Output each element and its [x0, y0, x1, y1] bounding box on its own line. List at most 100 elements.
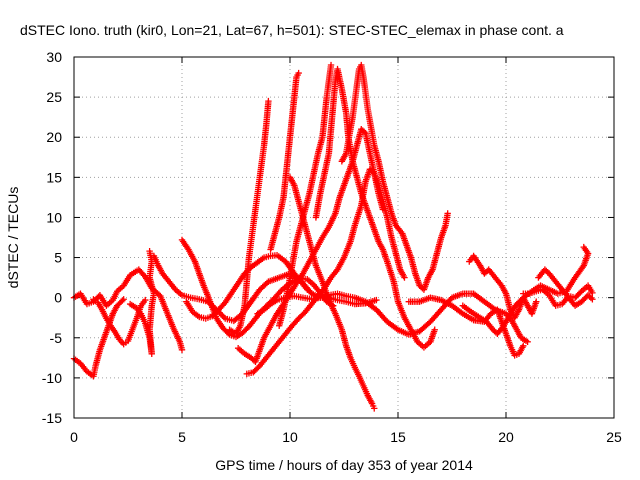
data-point [513, 295, 526, 308]
data-point [299, 260, 312, 277]
data-point [384, 318, 400, 332]
data-point [468, 308, 482, 320]
data-point [260, 123, 270, 149]
data-point [394, 298, 407, 320]
data-point [295, 69, 302, 77]
data-point [526, 288, 538, 297]
data-point [196, 313, 207, 322]
data-point [155, 262, 165, 276]
data-point [234, 345, 247, 356]
data-point [107, 322, 118, 334]
data-point [124, 328, 135, 345]
data-point [265, 97, 272, 105]
data-point [165, 278, 178, 292]
data-point [373, 296, 380, 304]
data-point [114, 283, 126, 295]
y-tick-label: 0 [54, 290, 62, 306]
data-point [319, 225, 331, 241]
data-point [384, 258, 397, 283]
data-point [485, 266, 498, 280]
data-point [142, 296, 149, 304]
series-arc20 [520, 282, 596, 309]
data-point [163, 308, 176, 330]
data-point [546, 286, 560, 297]
data-point [146, 328, 155, 358]
data-point [116, 336, 126, 346]
data-point [470, 252, 483, 268]
data-point [416, 295, 432, 305]
data-point [327, 103, 337, 133]
data-point [325, 211, 338, 231]
data-point [98, 306, 109, 320]
data-point [546, 270, 558, 284]
data-point [498, 282, 509, 296]
data-point [260, 302, 273, 313]
series-arc11 [267, 69, 302, 253]
plot-area [70, 61, 596, 412]
data-point [83, 299, 95, 308]
data-point [375, 238, 386, 252]
data-point [533, 298, 540, 305]
data-point [327, 61, 335, 69]
data-point [332, 310, 345, 332]
data-point [269, 340, 282, 354]
data-point [366, 166, 376, 176]
data-point [347, 354, 358, 369]
data-point [129, 317, 140, 333]
data-point [509, 318, 520, 332]
data-point [263, 99, 272, 129]
data-point [375, 158, 386, 183]
data-point [286, 115, 296, 141]
data-point [317, 171, 328, 197]
data-point [243, 256, 252, 285]
data-point [137, 298, 148, 309]
data-point [282, 324, 295, 337]
data-point [306, 171, 317, 197]
data-point [77, 360, 89, 374]
data-point [137, 310, 148, 325]
data-point [90, 296, 99, 305]
data-point [459, 310, 475, 323]
data-point [552, 278, 565, 292]
series-arc5 [150, 252, 311, 325]
y-tick-label: 10 [46, 209, 62, 225]
data-point [351, 204, 364, 229]
data-point [401, 274, 408, 281]
data-point [77, 290, 90, 306]
data-point [358, 126, 368, 136]
data-point [438, 296, 454, 308]
data-point [120, 296, 127, 303]
data-point [284, 135, 294, 161]
plot-frame [73, 56, 615, 419]
data-point [481, 267, 491, 277]
data-point [511, 351, 520, 359]
y-tick-label: 30 [46, 49, 62, 65]
data-point [571, 263, 586, 281]
data-point [126, 300, 139, 311]
data-point [232, 324, 243, 337]
data-point [83, 368, 96, 379]
data-point [427, 308, 444, 325]
data-point [373, 306, 390, 324]
data-point [157, 292, 170, 314]
data-point [589, 289, 596, 297]
data-point [371, 405, 378, 412]
data-point [94, 299, 105, 312]
data-point [256, 356, 269, 370]
data-point [232, 330, 245, 341]
data-point [511, 308, 522, 321]
series-arc14 [312, 65, 438, 351]
data-point [515, 344, 526, 358]
data-point [327, 267, 340, 281]
data-point [396, 266, 407, 280]
y-tick-label: -10 [42, 370, 62, 386]
data-point [286, 174, 297, 187]
data-point [239, 324, 251, 337]
data-point [581, 245, 592, 257]
data-point [414, 338, 426, 350]
data-point [215, 300, 228, 313]
y-axis-label: dSTEC / TECUs [5, 187, 21, 289]
data-point [204, 292, 215, 309]
data-point [178, 346, 186, 354]
data-point [483, 318, 495, 332]
